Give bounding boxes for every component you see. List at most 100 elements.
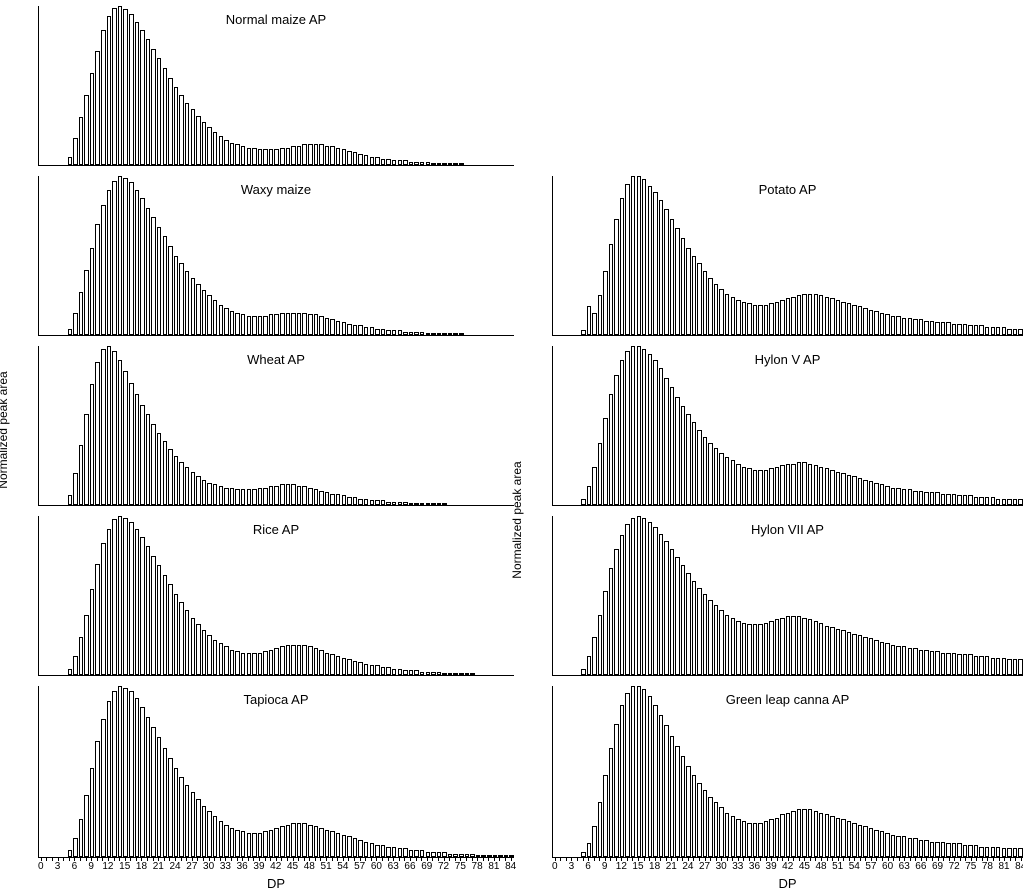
bar xyxy=(135,529,139,675)
x-tick-slot: 84 xyxy=(508,861,514,875)
bar xyxy=(625,184,629,335)
bar xyxy=(952,653,956,675)
bar xyxy=(168,758,172,857)
bar xyxy=(269,314,273,335)
bar xyxy=(179,777,183,857)
bar xyxy=(230,488,234,505)
bar xyxy=(118,686,122,857)
bar xyxy=(847,632,851,675)
x-tick-mark xyxy=(298,858,299,861)
bar xyxy=(742,821,746,857)
bar-series xyxy=(553,346,1023,505)
bar xyxy=(157,565,161,675)
bar xyxy=(880,831,884,857)
bar xyxy=(112,181,116,335)
x-tick-mark xyxy=(677,858,678,861)
bar xyxy=(118,516,122,675)
bar xyxy=(1002,327,1006,335)
bar xyxy=(308,144,312,165)
x-tick-mark xyxy=(332,858,333,861)
bar xyxy=(919,491,923,505)
bar xyxy=(297,486,301,505)
bar xyxy=(207,295,211,335)
bar xyxy=(258,316,262,335)
bar xyxy=(163,68,167,165)
x-tick-mark xyxy=(743,858,744,861)
bar xyxy=(185,785,189,857)
bar xyxy=(247,653,251,675)
bar xyxy=(742,302,746,335)
bar xyxy=(123,688,127,857)
bar xyxy=(991,327,995,335)
bar xyxy=(836,818,840,857)
x-tick-mark xyxy=(399,858,400,861)
bar xyxy=(946,653,950,675)
bar xyxy=(697,783,701,857)
bar xyxy=(692,581,696,675)
bar xyxy=(112,519,116,675)
bar xyxy=(213,816,217,857)
bar xyxy=(764,305,768,335)
bar xyxy=(625,524,629,675)
x-tick-mark xyxy=(181,858,182,861)
x-tick-mark xyxy=(63,858,64,861)
x-tick-mark xyxy=(483,858,484,861)
bar xyxy=(609,748,613,857)
bar xyxy=(247,833,251,857)
bar xyxy=(919,840,923,857)
bar xyxy=(896,316,900,335)
bar xyxy=(747,468,751,505)
bar xyxy=(979,656,983,675)
bar-series xyxy=(553,176,1023,335)
bar xyxy=(841,473,845,505)
bar xyxy=(614,219,618,335)
x-tick-mark xyxy=(365,858,366,861)
bar xyxy=(742,467,746,505)
bar xyxy=(891,316,895,335)
bar xyxy=(297,313,301,335)
bar xyxy=(84,270,88,335)
bar xyxy=(614,549,618,675)
bar xyxy=(129,14,133,165)
bar xyxy=(84,615,88,675)
bar xyxy=(118,360,122,505)
x-tick-mark xyxy=(610,858,611,861)
bar xyxy=(185,467,189,505)
bar xyxy=(375,665,379,675)
bar xyxy=(319,650,323,675)
x-tick-mark xyxy=(52,858,53,861)
bar xyxy=(753,470,757,505)
bar xyxy=(101,30,105,165)
x-tick-mark xyxy=(876,858,877,861)
bar xyxy=(631,686,635,857)
bar xyxy=(841,302,845,335)
bar xyxy=(902,646,906,675)
bar xyxy=(241,653,245,675)
bar xyxy=(364,155,368,165)
bar xyxy=(370,157,374,165)
bar xyxy=(819,623,823,675)
bar xyxy=(319,828,323,857)
bar xyxy=(213,300,217,335)
bar xyxy=(780,618,784,675)
x-axis-line xyxy=(552,335,1023,336)
bar xyxy=(269,149,273,165)
x-ticks-right: 0369121518212427303336394245485154576063… xyxy=(552,861,1023,875)
bar-series xyxy=(39,686,514,857)
bar xyxy=(736,464,740,505)
bar xyxy=(814,811,818,857)
bar xyxy=(642,689,646,857)
bar xyxy=(73,138,77,165)
bar xyxy=(163,441,167,505)
bar xyxy=(996,327,1000,335)
panel-hylon_v: Hylon V AP xyxy=(552,346,1023,506)
bar xyxy=(364,327,368,335)
bar xyxy=(797,462,801,505)
bar xyxy=(642,518,646,675)
bar xyxy=(291,823,295,857)
bar xyxy=(603,591,607,675)
bar xyxy=(648,354,652,505)
bar xyxy=(725,457,729,505)
bar xyxy=(996,658,1000,675)
bar xyxy=(336,148,340,165)
